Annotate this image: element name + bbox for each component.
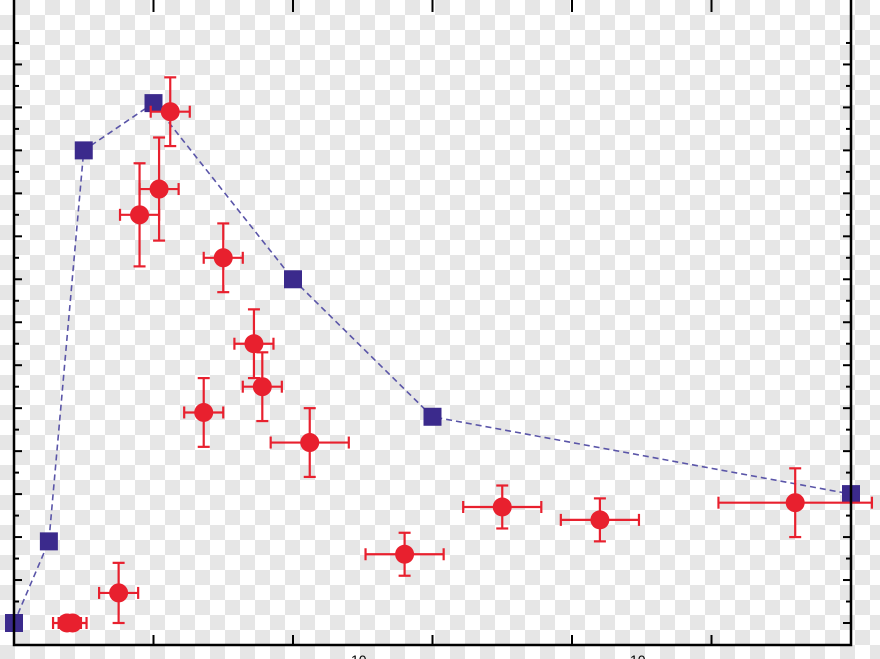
measured-point bbox=[213, 248, 233, 268]
measured-point bbox=[130, 205, 150, 225]
measured-point bbox=[109, 583, 129, 603]
measured-point bbox=[785, 493, 805, 513]
measured-point bbox=[244, 334, 264, 354]
axis-ticks: 10 10 bbox=[13, 0, 852, 659]
model-square-point bbox=[423, 407, 442, 426]
model-square-point bbox=[284, 270, 302, 289]
plot-frame bbox=[12, 0, 853, 647]
x-tick-label: 10 bbox=[630, 652, 646, 659]
model-series bbox=[5, 94, 860, 632]
x-tick-label: 10 bbox=[351, 652, 367, 659]
model-square-point bbox=[144, 94, 163, 113]
measured-point bbox=[300, 433, 320, 453]
model-square-point bbox=[39, 532, 58, 551]
model-square-point bbox=[74, 141, 93, 160]
measured-point bbox=[590, 510, 610, 530]
measured-point bbox=[149, 179, 169, 199]
measured-point bbox=[395, 544, 415, 564]
measured-point bbox=[160, 102, 180, 122]
measured-series bbox=[51, 76, 874, 633]
measured-point bbox=[492, 497, 512, 517]
measured-point bbox=[194, 402, 214, 422]
measured-point bbox=[252, 377, 272, 397]
plot-border bbox=[12, 0, 853, 647]
measured-point bbox=[63, 613, 83, 633]
